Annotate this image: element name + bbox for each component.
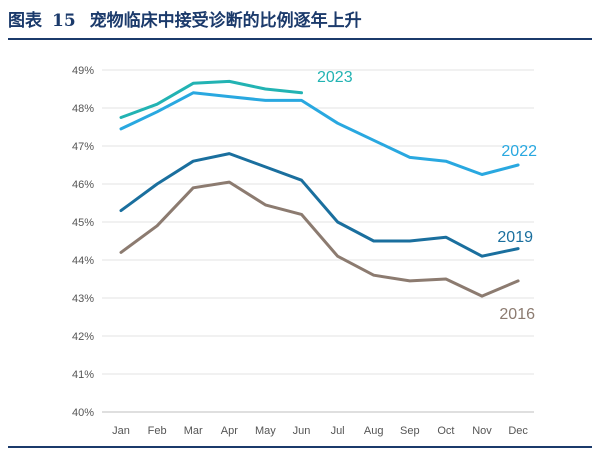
y-tick-label: 44% (72, 255, 94, 267)
y-tick-label: 43% (72, 293, 94, 305)
series-line-2019 (119, 152, 520, 258)
line-chart: 40% 41% 42% 43% 44% 45% 46% 47% 48% 49% Jan Feb Mar A… (72, 65, 537, 437)
y-tick-label: 46% (72, 179, 94, 191)
series-label-2016: 2016 (499, 306, 535, 323)
series-line-2023 (119, 79, 303, 119)
y-tick-label: 42% (72, 331, 94, 343)
top-rule (8, 38, 592, 40)
x-tick-label-dec: Dec (508, 425, 528, 437)
y-tick-label: 48% (72, 103, 94, 115)
chart-title: 图表 15 宠物临床中接受诊断的比例逐年上升 (8, 6, 592, 36)
series-label-2019: 2019 (497, 229, 533, 246)
x-tick-label-sep: Sep (400, 425, 420, 437)
bottom-rule (8, 446, 592, 448)
x-tick-label-jul: Jul (331, 425, 345, 437)
title-number: 15 (52, 11, 76, 31)
y-tick-label: 49% (72, 65, 94, 77)
series-label-2023: 2023 (317, 69, 353, 86)
x-tick-label-oct: Oct (437, 425, 454, 437)
series-line-2016 (119, 180, 520, 298)
x-tick-label-jun: Jun (293, 425, 311, 437)
title-text: 宠物临床中接受诊断的比例逐年上升 (89, 11, 362, 31)
x-tick-label-jan: Jan (112, 425, 130, 437)
y-tick-label: 40% (72, 407, 94, 419)
series-label-2022: 2022 (501, 143, 537, 160)
x-tick-label-may: May (255, 425, 276, 437)
y-tick-label: 41% (72, 369, 94, 381)
title-prefix: 图表 (8, 11, 42, 31)
x-tick-label-nov: Nov (472, 425, 492, 437)
x-tick-label-mar: Mar (184, 425, 203, 437)
y-tick-label: 47% (72, 141, 94, 153)
series-line-2022 (119, 91, 520, 176)
y-tick-label: 45% (72, 217, 94, 229)
x-tick-label-feb: Feb (148, 425, 167, 437)
x-tick-label-apr: Apr (221, 425, 238, 437)
x-tick-label-aug: Aug (364, 425, 384, 437)
